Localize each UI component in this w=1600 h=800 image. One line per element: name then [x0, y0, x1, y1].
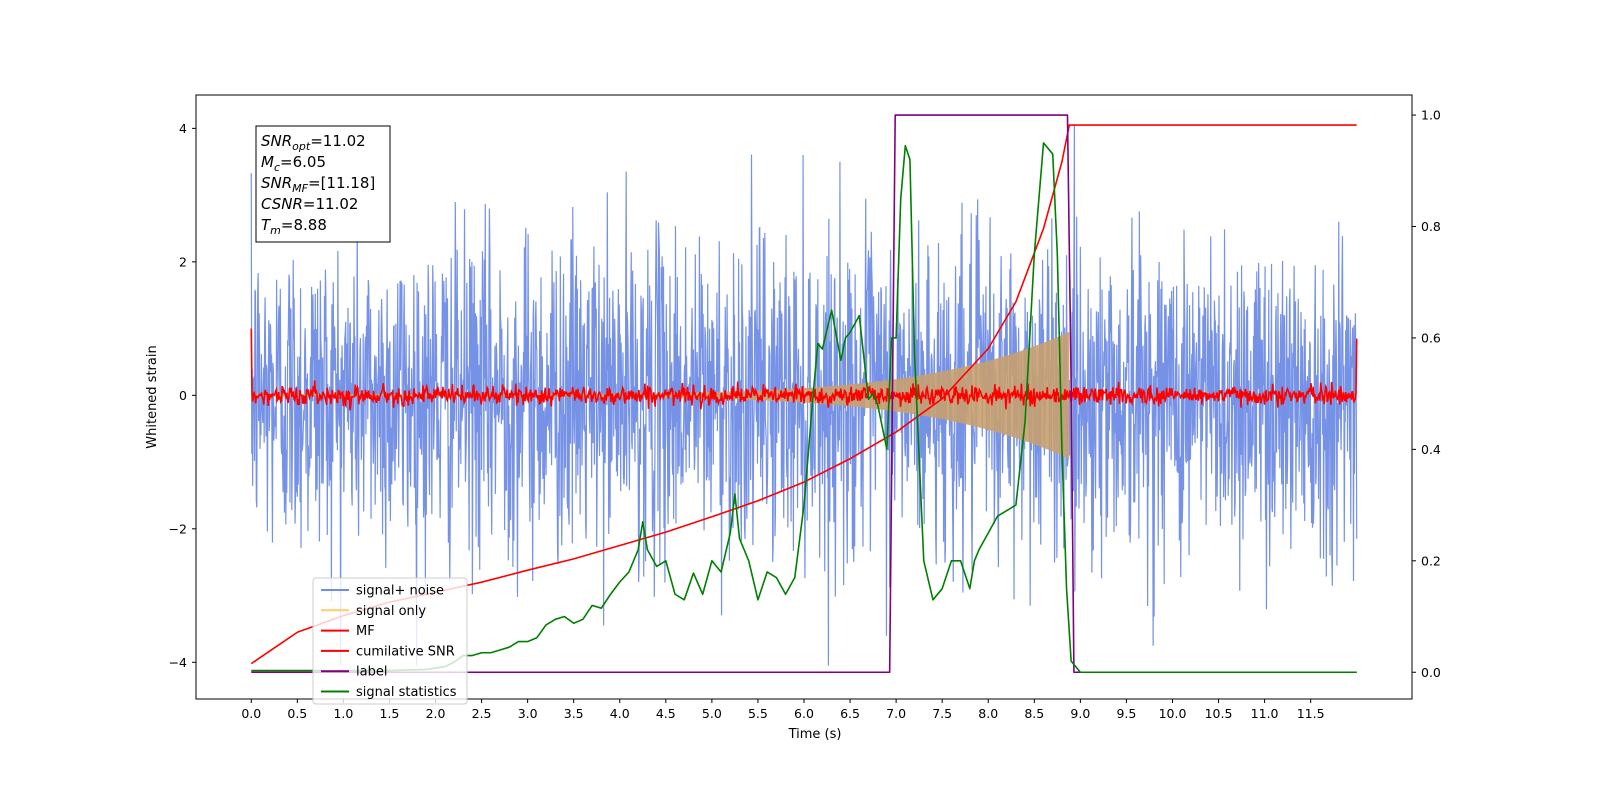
- annotation-value: =11.02: [303, 195, 359, 213]
- y2-tick-label: 0.2: [1421, 553, 1441, 568]
- series-signal-statistics: [251, 142, 1357, 674]
- annotation-subscript: MF: [292, 182, 308, 195]
- x-tick-label: 3.0: [518, 706, 538, 721]
- legend-label-cumilative-snr: cumilative SNR: [356, 644, 455, 659]
- annotation-symbol: SNR: [261, 174, 292, 192]
- x-tick-label: 10.5: [1205, 706, 1233, 721]
- annotation-symbol: SNR: [261, 132, 292, 150]
- y-tick-label: 0: [179, 388, 187, 403]
- x-tick-label: 0.0: [241, 706, 261, 721]
- legend-label-signal-only: signal only: [356, 604, 426, 619]
- annotation-subscript: c: [274, 161, 280, 174]
- annotation-value: =[11.18]: [308, 174, 375, 192]
- legend-label-mf: MF: [356, 624, 375, 639]
- y-tick-label: 2: [179, 254, 187, 269]
- x-tick-label: 1.0: [333, 706, 353, 721]
- parameter-annotation-box: SNRopt=11.02Mc=6.05SNRMF=[11.18]CSNR=11.…: [255, 125, 391, 243]
- y-axis-label: Whitened strain: [145, 345, 160, 448]
- x-tick-label: 1.5: [380, 706, 400, 721]
- annotation-line: Mc=6.05: [261, 153, 326, 174]
- legend-label-signal-noise: signal+ noise: [356, 584, 444, 599]
- series-mf: [250, 328, 1358, 411]
- y2-tick-label: 0.6: [1421, 330, 1441, 345]
- axes: 0.0 0.5 1.0 1.5 2.0 2.5 3.0 3.5 4.0 4.5 5.0 5.5 6.0 6…: [169, 108, 1441, 721]
- x-tick-label: 11.0: [1251, 706, 1279, 721]
- x-tick-label: 6.5: [840, 706, 860, 721]
- x-tick-label: 2.5: [472, 706, 492, 721]
- x-tick-label: 4.0: [610, 706, 630, 721]
- annotation-value: =6.05: [280, 153, 326, 171]
- x-tick-label: 5.5: [748, 706, 768, 721]
- y-tick-label: −4: [169, 655, 187, 670]
- x-axis-label: Time (s): [788, 727, 842, 742]
- annotation-line: SNRMF=[11.18]: [261, 174, 375, 195]
- x-tick-label: 4.5: [656, 706, 676, 721]
- annotation-symbol: CSNR: [261, 195, 303, 213]
- legend-label-label: label: [356, 665, 387, 680]
- legend-frame: [312, 577, 468, 705]
- y-tick-label: −2: [169, 521, 187, 536]
- annotation-value: =8.88: [281, 216, 327, 234]
- annotation-value: =11.02: [310, 132, 366, 150]
- x-tick-label: 2.0: [426, 706, 446, 721]
- y-tick-label: 4: [179, 121, 187, 136]
- x-tick-label: 5.0: [702, 706, 722, 721]
- x-tick-label: 10.0: [1159, 706, 1187, 721]
- x-tick-label: 8.5: [1024, 706, 1044, 721]
- legend: signal+ noise signal only MF cumilative SNR…: [312, 577, 468, 705]
- y2-tick-label: 0.8: [1421, 219, 1441, 234]
- y2-tick-label: 0.0: [1421, 665, 1441, 680]
- annotation-line: Tm=8.88: [261, 216, 327, 237]
- annotation-symbol: T: [261, 216, 272, 234]
- x-tick-label: 0.5: [287, 706, 307, 721]
- annotation-line: SNRopt=11.02: [261, 132, 366, 153]
- series-label: [251, 114, 1357, 674]
- annotation-frame: [255, 125, 391, 243]
- annotation-subscript: m: [270, 224, 281, 237]
- x-tick-label: 7.0: [886, 706, 906, 721]
- x-tick-label: 6.0: [794, 706, 814, 721]
- series-signal-noise: [250, 125, 1358, 666]
- x-tick-label: 8.0: [978, 706, 998, 721]
- annotation-line: CSNR=11.02: [261, 195, 358, 213]
- y2-tick-label: 0.4: [1421, 442, 1441, 457]
- annotation-symbol: M: [261, 153, 274, 171]
- annotation-subscript: opt: [292, 140, 311, 153]
- x-tick-label: 7.5: [932, 706, 952, 721]
- x-tick-label: 9.5: [1116, 706, 1136, 721]
- legend-label-signal-statistics: signal statistics: [356, 685, 457, 700]
- x-tick-label: 11.5: [1297, 706, 1325, 721]
- y2-tick-label: 1.0: [1421, 108, 1441, 123]
- x-tick-label: 9.0: [1070, 706, 1090, 721]
- x-tick-label: 3.5: [564, 706, 584, 721]
